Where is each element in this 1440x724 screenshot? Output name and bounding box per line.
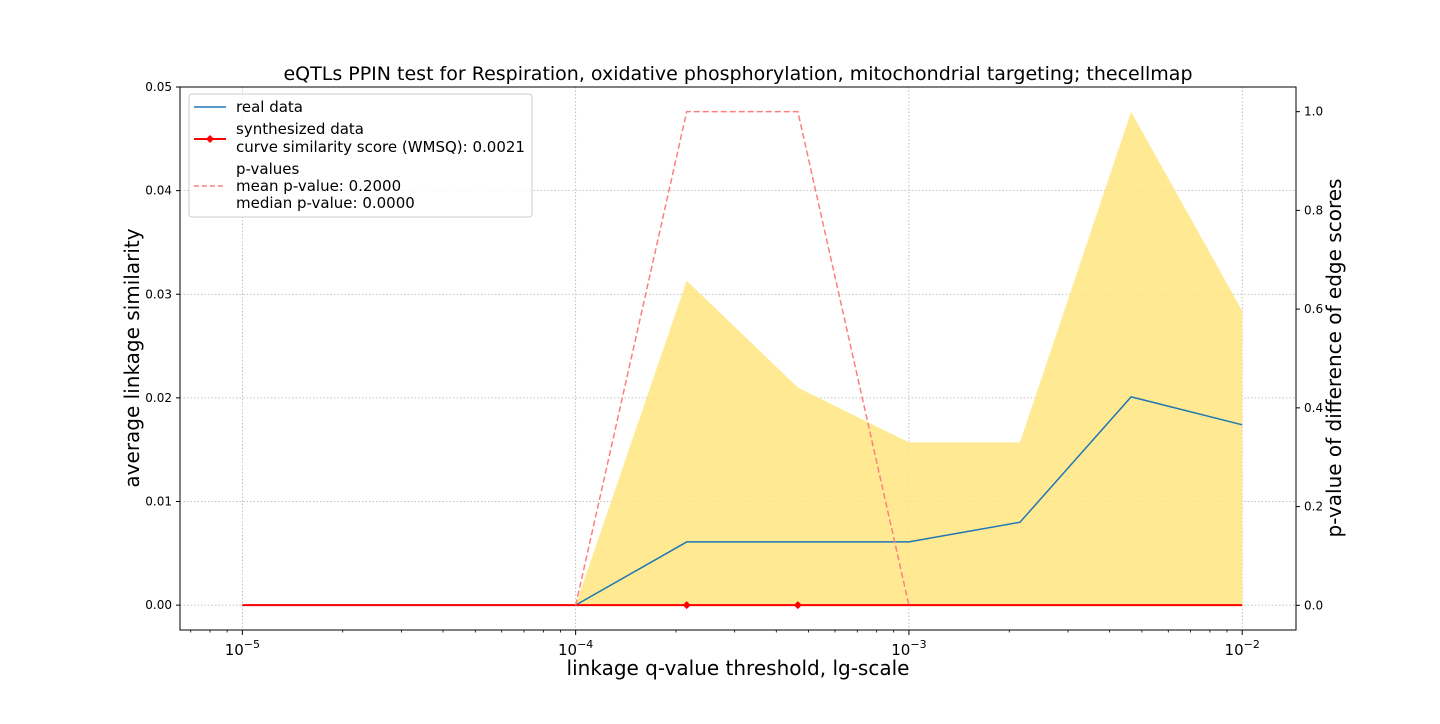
x-tick-label: 10−3 xyxy=(891,638,926,659)
x-tick-label: 10−5 xyxy=(225,638,260,659)
x-tick-label: 10−4 xyxy=(558,638,593,659)
y2-tick-label: 0.2 xyxy=(1304,500,1323,514)
series-line-2 xyxy=(574,110,910,606)
series-layer xyxy=(242,110,1243,610)
legend-real-label: real data xyxy=(236,98,303,116)
legend-synth-score: curve similarity score (WMSQ): 0.0021 xyxy=(236,138,525,156)
axes-layer xyxy=(179,86,1297,631)
y2-tick-label: 1.0 xyxy=(1304,105,1323,119)
series-marker xyxy=(682,601,691,610)
x-axis-label: linkage q-value threshold, lg-scale xyxy=(567,656,910,680)
x-tick-label: 10−2 xyxy=(1225,638,1260,659)
y-tick-label: 0.02 xyxy=(145,391,172,405)
legend-synth-label: synthesized data xyxy=(236,120,364,138)
y-tick-label: 0.00 xyxy=(145,598,172,612)
confidence-band xyxy=(242,111,1243,606)
y2-axis-label: p-value of difference of edge scores xyxy=(1322,179,1346,538)
ticks-layer: 0.00 0.01 0.02 0.03 0.04 0.05 0.0 0.2 0.4 0.6 0.8 1… xyxy=(145,80,1323,659)
plot-frame xyxy=(179,86,1297,631)
y2-tick-label: 0.8 xyxy=(1304,203,1323,217)
series-marker xyxy=(793,601,802,610)
y-tick-label: 0.03 xyxy=(145,287,172,301)
legend-pvalue-mean: mean p-value: 0.2000 xyxy=(236,177,401,195)
chart-title: eQTLs PPIN test for Respiration, oxidati… xyxy=(283,63,1192,85)
y2-tick-label: 0.6 xyxy=(1304,302,1323,316)
y-tick-label: 0.04 xyxy=(145,184,172,198)
legend-pvalue-median: median p-value: 0.0000 xyxy=(236,194,415,212)
y-axis-label: average linkage similarity xyxy=(120,228,144,487)
y2-tick-label: 0.0 xyxy=(1304,598,1323,612)
legend-box xyxy=(188,93,533,218)
y-tick-label: 0.01 xyxy=(145,495,172,509)
y-tick-label: 0.05 xyxy=(145,80,172,94)
legend: real data synthesized data curve similar… xyxy=(188,93,533,218)
legend-pvalue-label: p-values xyxy=(236,160,300,178)
legend-synth-marker xyxy=(206,135,214,143)
y2-tick-label: 0.4 xyxy=(1304,401,1323,415)
